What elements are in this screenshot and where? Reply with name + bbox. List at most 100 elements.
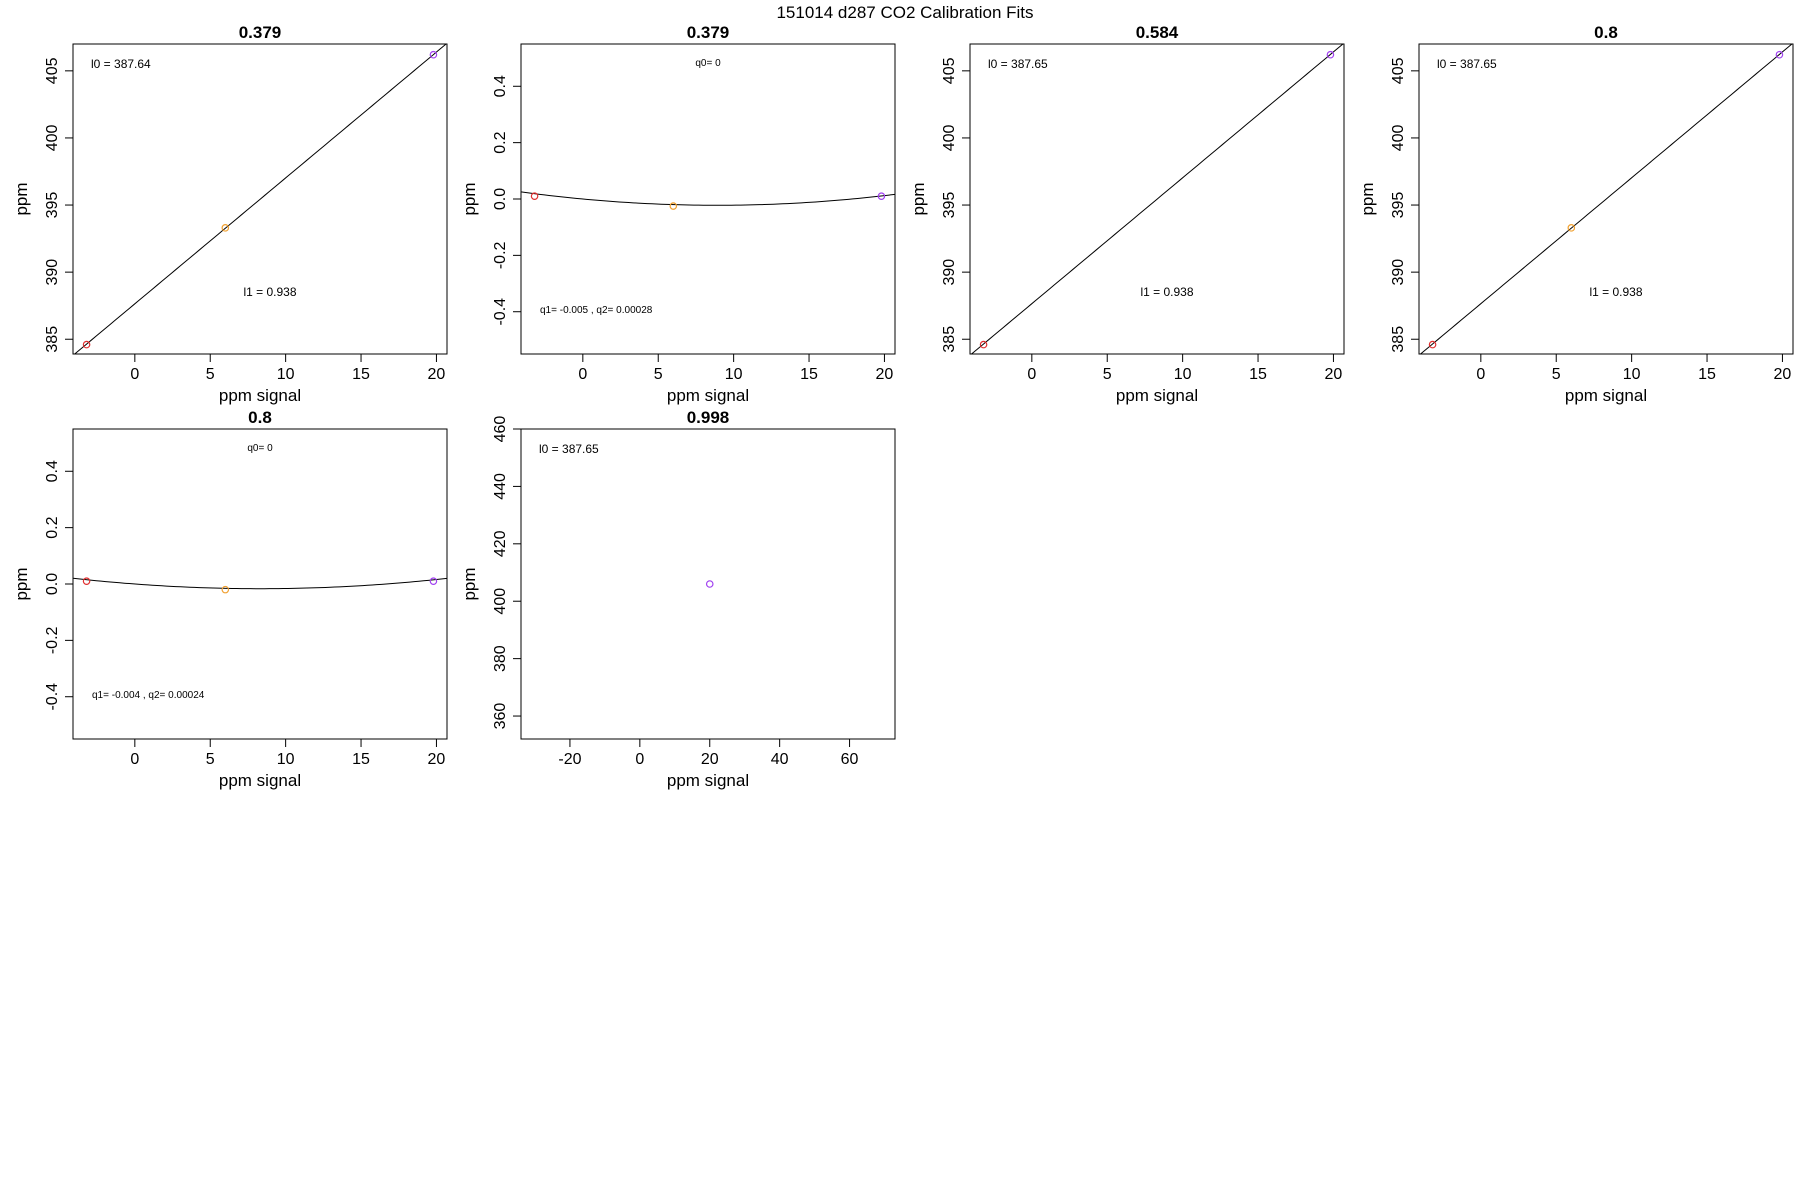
y-tick-label: 390: [44, 259, 61, 286]
x-tick-label: 5: [654, 366, 663, 383]
x-tick-label: 40: [771, 751, 789, 768]
y-tick-label: -0.2: [44, 626, 61, 654]
panel-title: 0.998: [687, 408, 730, 427]
fit-curve: [73, 44, 447, 354]
x-tick-label: 0: [635, 751, 644, 768]
chart-panel-6: 0.998 -20 0 20 40 60 360 380 400 420 440 460 ppm sig…: [460, 408, 896, 790]
x-tick-label: 20: [428, 366, 446, 383]
fit-annotation: q1= -0.005 , q2= 0.00028: [540, 305, 653, 316]
x-tick-label: 0: [1476, 366, 1485, 383]
plot-frame: [520, 428, 896, 740]
y-axis-title: ppm: [460, 182, 479, 215]
y-axis-title: ppm: [1358, 182, 1377, 215]
y-tick-label: 385: [1390, 326, 1407, 353]
y-tick-label: 0.4: [44, 460, 61, 482]
y-tick-label: 0.4: [492, 75, 509, 97]
x-tick-label: 15: [800, 366, 818, 383]
x-tick-label: 10: [1174, 366, 1192, 383]
y-tick-label: 405: [1390, 57, 1407, 84]
chart-panel-3: 0.584 0 5 10 15 20 385 390 395 400 405 ppm signal pp…: [909, 23, 1345, 405]
data-point: [669, 202, 678, 210]
fit-annotation: q0= 0: [247, 443, 273, 454]
y-tick-label: 460: [492, 416, 509, 443]
data-point: [1326, 50, 1335, 59]
x-tick-label: 15: [352, 366, 370, 383]
x-tick-label: -20: [558, 751, 581, 768]
y-tick-label: 0.0: [44, 573, 61, 595]
x-tick-label: 0: [578, 366, 587, 383]
data-point: [979, 340, 988, 349]
y-axis-title: ppm: [12, 182, 31, 215]
x-tick-label: 0: [130, 366, 139, 383]
fit-curve: [1419, 44, 1793, 354]
panel-title: 0.8: [248, 408, 272, 427]
fit-annotation: l0 = 387.65: [539, 442, 599, 456]
data-point: [1428, 340, 1437, 349]
y-tick-label: 420: [492, 530, 509, 557]
data-point: [429, 50, 438, 59]
x-tick-label: 10: [277, 366, 295, 383]
x-tick-label: 15: [352, 751, 370, 768]
y-tick-label: 400: [44, 124, 61, 151]
y-tick-label: 405: [44, 57, 61, 84]
fit-curve: [521, 191, 895, 206]
x-tick-label: 15: [1698, 366, 1716, 383]
x-tick-label: 5: [206, 366, 215, 383]
y-tick-label: -0.2: [492, 241, 509, 269]
y-tick-label: 0.0: [492, 188, 509, 210]
x-tick-label: 20: [701, 751, 719, 768]
y-tick-label: 360: [492, 703, 509, 730]
x-tick-label: 20: [1325, 366, 1343, 383]
fit-annotation: q0= 0: [695, 58, 721, 69]
data-point: [705, 580, 714, 588]
y-axis-title: ppm: [460, 567, 479, 600]
x-axis-title: ppm signal: [1116, 386, 1198, 405]
fit-curve: [73, 577, 447, 590]
x-tick-label: 0: [130, 751, 139, 768]
x-tick-label: 10: [725, 366, 743, 383]
x-tick-label: 5: [1552, 366, 1561, 383]
y-tick-label: 395: [1390, 192, 1407, 219]
fit-annotation: l1 = 0.938: [1589, 285, 1642, 299]
y-axis-title: ppm: [909, 182, 928, 215]
y-tick-label: 440: [492, 473, 509, 500]
y-tick-label: 400: [1390, 124, 1407, 151]
y-tick-label: 385: [44, 326, 61, 353]
panel-title: 0.8: [1594, 23, 1618, 42]
x-tick-label: 20: [428, 751, 446, 768]
panel-title: 0.584: [1136, 23, 1179, 42]
fit-annotation: q1= -0.004 , q2= 0.00024: [92, 690, 205, 701]
fit-curve: [970, 44, 1344, 354]
fit-annotation: l1 = 0.938: [1140, 285, 1193, 299]
x-axis-title: ppm signal: [667, 771, 749, 790]
y-tick-label: -0.4: [492, 298, 509, 326]
x-axis-title: ppm signal: [667, 386, 749, 405]
fit-annotation: l0 = 387.65: [988, 57, 1048, 71]
panel-title: 0.379: [239, 23, 282, 42]
fit-annotation: l0 = 387.64: [91, 57, 151, 71]
data-point: [82, 577, 91, 585]
y-tick-label: 390: [1390, 259, 1407, 286]
y-tick-label: 0.2: [44, 516, 61, 538]
fit-annotation: l0 = 387.65: [1437, 57, 1497, 71]
x-axis-title: ppm signal: [1565, 386, 1647, 405]
data-point: [429, 577, 438, 585]
y-tick-label: 390: [941, 259, 958, 286]
chart-panel-4: 0.8 0 5 10 15 20 385 390 395 400 405 ppm signal ppm l…: [1358, 23, 1794, 405]
x-tick-label: 15: [1249, 366, 1267, 383]
x-axis-title: ppm signal: [219, 771, 301, 790]
y-axis-title: ppm: [12, 567, 31, 600]
x-tick-label: 0: [1027, 366, 1036, 383]
data-point: [1567, 224, 1576, 232]
y-tick-label: 0.2: [492, 131, 509, 153]
chart-panel-5: 0.8 0 5 10 15 20 -0.4 -0.2 0.0 0.2 0.4 ppm signal pp…: [12, 408, 448, 790]
x-axis-title: ppm signal: [219, 386, 301, 405]
fit-annotation: l1 = 0.938: [243, 285, 296, 299]
y-tick-label: 405: [941, 57, 958, 84]
data-point: [221, 224, 230, 232]
figure-title: 151014 d287 CO2 Calibration Fits: [776, 3, 1033, 22]
y-tick-label: 395: [44, 192, 61, 219]
data-point: [877, 192, 886, 200]
